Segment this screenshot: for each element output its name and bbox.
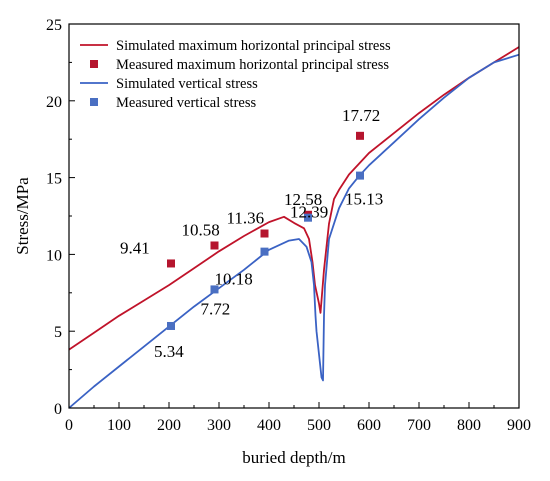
legend-label: Measured maximum horizontal principal st…: [116, 57, 389, 73]
y-tick-label: 20: [46, 94, 62, 111]
x-tick-label: 0: [65, 417, 73, 434]
data-label: 17.72: [342, 106, 380, 125]
plot-area: [69, 24, 519, 408]
y-tick-label: 0: [54, 401, 62, 418]
y-axis: 0 5 10 15 20 25: [46, 17, 75, 418]
y-tick-label: 5: [54, 324, 62, 341]
legend-marker-swatch: [90, 60, 98, 68]
x-tick-label: 500: [307, 417, 331, 434]
x-tick-label: 600: [357, 417, 381, 434]
y-tick-label: 25: [46, 17, 62, 34]
x-tick-label: 900: [507, 417, 531, 434]
measured-point: [210, 241, 219, 250]
measured-point: [356, 171, 364, 180]
y-axis-title: Stress/MPa: [13, 177, 32, 255]
data-label: 5.34: [154, 342, 184, 361]
data-label: 12.58: [284, 190, 322, 209]
x-tick-label: 400: [257, 417, 281, 434]
data-label: 10.18: [215, 270, 253, 289]
data-label: 15.13: [345, 190, 383, 209]
x-axis-title: buried depth/m: [242, 448, 345, 467]
data-label: 9.41: [120, 238, 150, 257]
measured-point: [260, 247, 269, 256]
data-label: 10.58: [182, 220, 220, 239]
measured-point: [210, 285, 219, 294]
data-label: 7.72: [201, 299, 231, 318]
simulated-lines: [68, 46, 520, 409]
measured-point: [167, 259, 175, 268]
data-label: 12.39: [290, 203, 328, 222]
x-tick-label: 700: [407, 417, 431, 434]
legend-label: Simulated maximum horizontal principal s…: [116, 38, 391, 54]
legend-label: Measured vertical stress: [116, 95, 256, 111]
x-tick-label: 800: [457, 417, 481, 434]
measured-point: [304, 213, 312, 222]
legend-label: Simulated vertical stress: [116, 76, 258, 92]
measured-point: [260, 229, 269, 238]
y-tick-label: 10: [46, 247, 62, 264]
measured-point: [356, 131, 364, 140]
x-tick-label: 200: [157, 417, 181, 434]
measured-point: [167, 321, 175, 330]
measured-markers: [167, 131, 364, 330]
x-tick-label: 300: [207, 417, 231, 434]
series-line-0: [68, 46, 520, 351]
data-labels: 9.41 10.58 11.36 12.58 17.72 5.34 7.72 10.18 12.…: [120, 106, 383, 361]
y-tick-label: 15: [46, 171, 62, 188]
x-axis: 0 100 200 300 400 500 600 700 800 900: [65, 402, 531, 434]
legend: Simulated maximum horizontal principal s…: [80, 38, 391, 111]
series-line-2: [68, 53, 520, 409]
legend-marker-swatch: [90, 98, 98, 106]
x-tick-label: 100: [107, 417, 131, 434]
data-label: 11.36: [227, 209, 265, 228]
